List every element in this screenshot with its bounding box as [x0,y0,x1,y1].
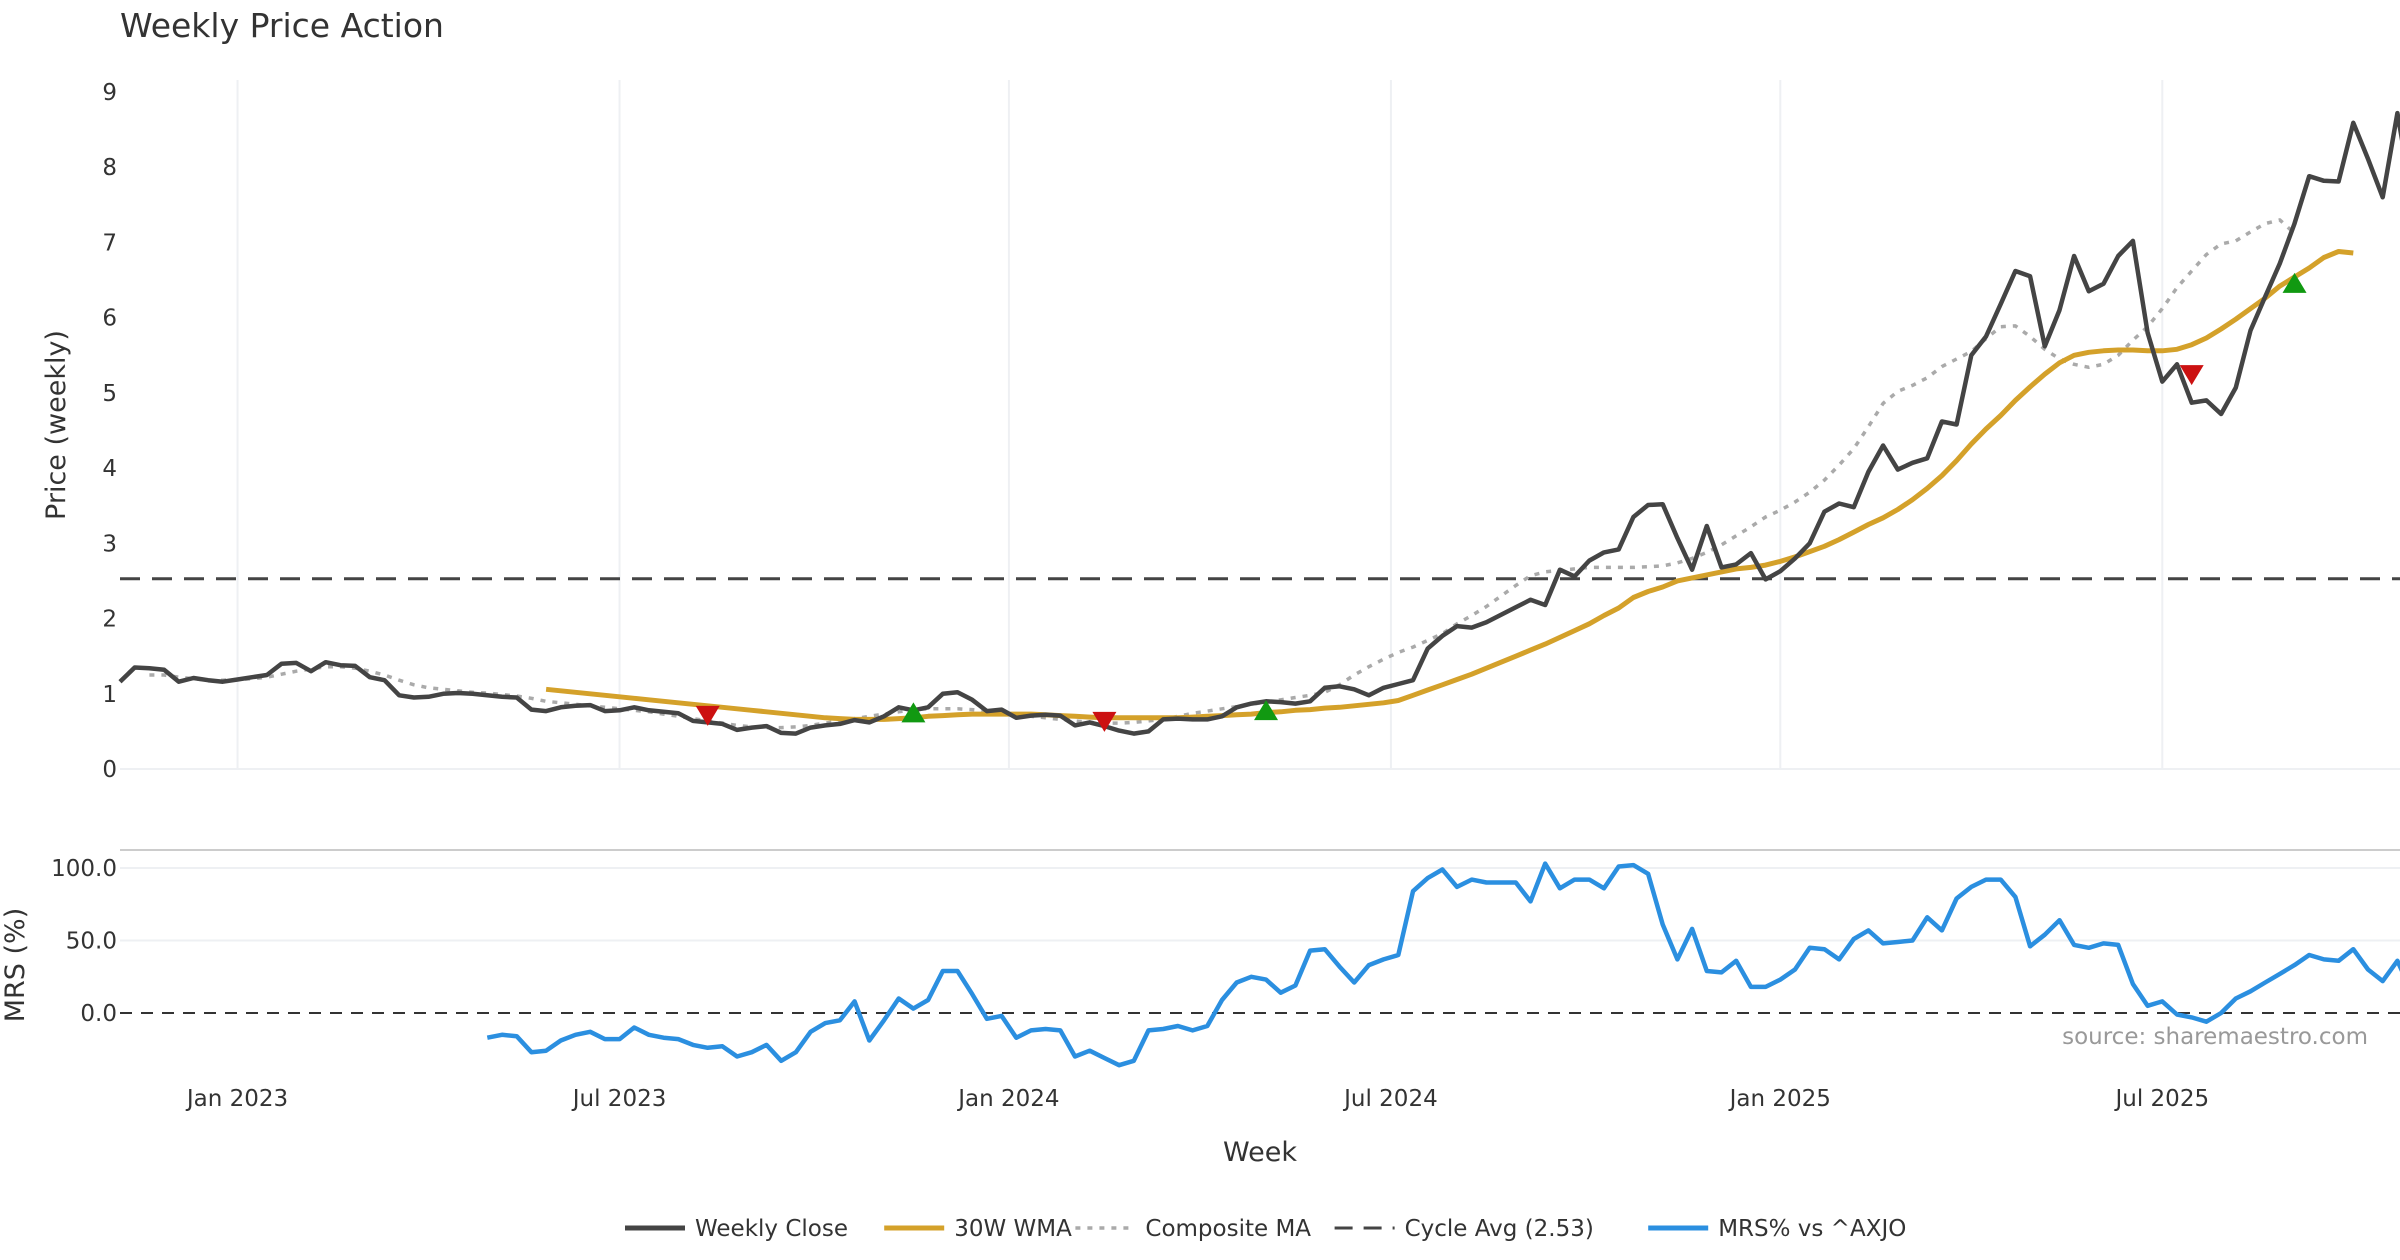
legend-label: MRS% vs ^AXJO [1718,1216,1906,1242]
y-tick-label: 3 [102,531,117,557]
mrs-gridlines [120,867,2400,1014]
buy-signal-marker [1254,700,1279,721]
x-tick-label: Jul 2025 [2113,1086,2209,1112]
mrs-line [486,861,2400,1068]
price-series [118,110,2400,736]
x-tick-label: Jul 2024 [1342,1086,1438,1112]
y-tick-label: 1 [102,682,117,708]
mrs-panel: 0.0 50.0 100.0 MRS (%) source: sharemaestr… [0,856,2400,1068]
y-tick-label: 2 [102,607,117,633]
y-tick-label: 4 [102,456,117,482]
legend-label: 30W WMA [954,1216,1072,1242]
legend-label: Composite MA [1145,1216,1311,1242]
mrs-y-tick-label: 100.0 [51,856,117,882]
legend: Weekly Close 30W WMA Composite MA Cycle Avg… [625,1216,1906,1242]
x-tick-label: Jan 2024 [956,1086,1059,1112]
price-y-axis: 0 1 2 3 4 5 6 7 8 9 [102,80,117,783]
sell-signal-marker [695,705,720,726]
mrs-y-axis-title: MRS (%) [0,908,31,1023]
source-watermark: source: sharemaestro.com [2062,1024,2368,1050]
x-tick-label: Jan 2025 [1728,1086,1831,1112]
y-tick-label: 0 [102,757,117,783]
buy-signal-marker [2282,272,2307,293]
y-tick-label: 6 [102,306,117,332]
buy-signal-marker [901,702,926,723]
mrs-series [486,861,2400,1068]
x-axis-ticks: Jan 2023 Jul 2023 Jan 2024 Jul 2024 Jan 2025… [185,1086,2209,1112]
price-y-axis-title: Price (weekly) [41,330,72,520]
legend-label: Cycle Avg (2.53) [1405,1216,1594,1242]
sell-signal-marker [2179,365,2204,386]
price-gridlines [120,80,2400,770]
mrs-y-tick-label: 50.0 [66,929,117,955]
y-tick-label: 9 [102,80,117,106]
x-tick-label: Jan 2023 [185,1086,288,1112]
composite-ma-line [149,218,2296,730]
sell-signal-marker [1092,711,1117,732]
x-tick-label: Jul 2023 [571,1086,667,1112]
30w-wma-line [545,249,2354,722]
signal-markers [695,272,2307,732]
x-axis-title: Week [1223,1137,1297,1168]
weekly-close-line [118,110,2400,736]
price-panel: 0 1 2 3 4 5 6 7 8 9 Price (weekly) [41,80,2400,783]
mrs-y-tick-label: 0.0 [80,1001,117,1027]
y-tick-label: 5 [102,381,117,407]
chart-title: Weekly Price Action [120,6,444,45]
legend-label: Weekly Close [695,1216,848,1242]
y-tick-label: 8 [102,155,117,181]
y-tick-label: 7 [102,230,117,256]
mrs-y-axis: 0.0 50.0 100.0 [51,856,117,1027]
